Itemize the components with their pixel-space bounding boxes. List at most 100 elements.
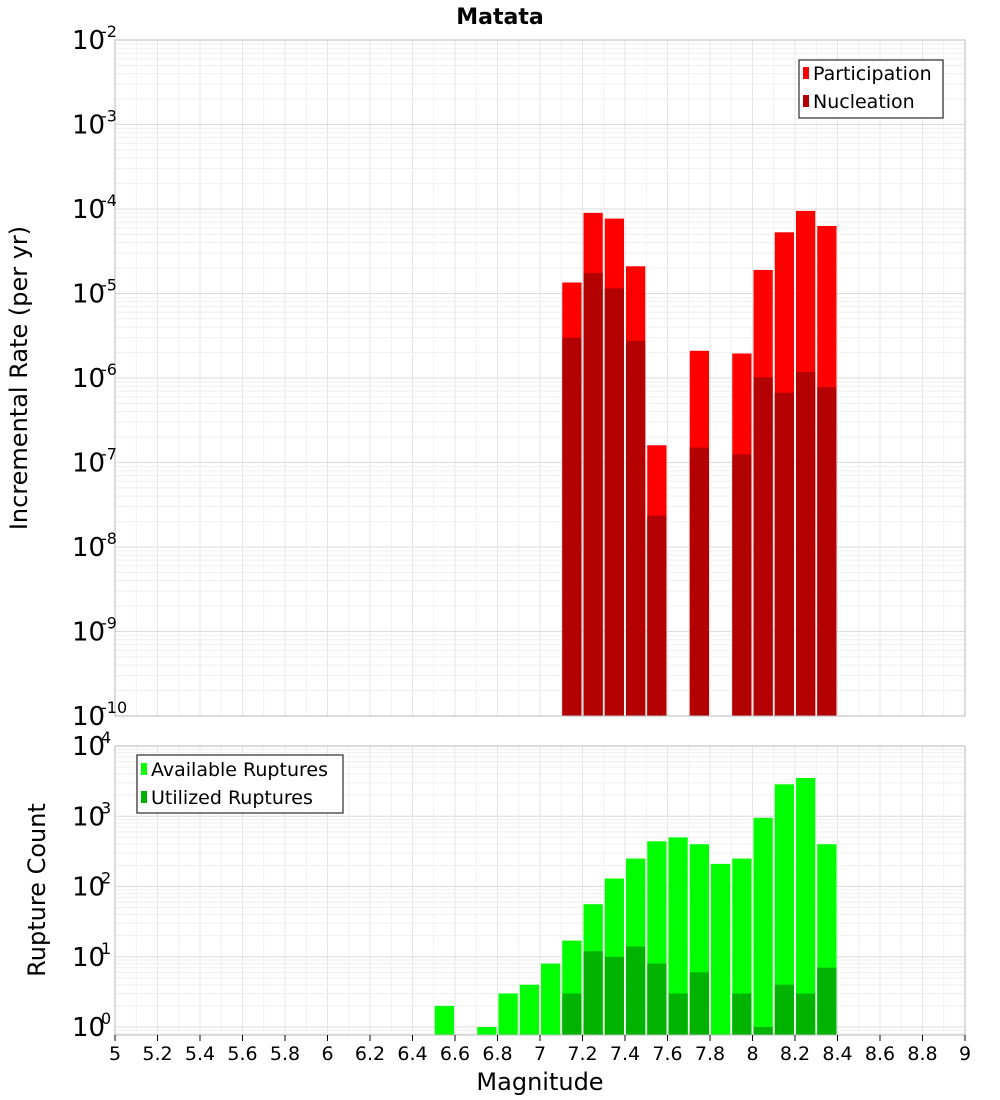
available-ruptures-bar (498, 993, 518, 1035)
y-tick-exponent: 4 (101, 728, 111, 747)
x-tick-label: 6.6 (440, 1043, 470, 1065)
x-tick-label: 8.4 (822, 1043, 852, 1065)
available-ruptures-bar (668, 837, 688, 1035)
y-tick-label: 10 (72, 533, 105, 563)
utilized-ruptures-bar (604, 956, 624, 1035)
utilized-ruptures-bar (796, 993, 816, 1035)
y-tick-exponent: 0 (101, 1009, 111, 1028)
x-tick-label: 7.4 (610, 1043, 640, 1065)
y-tick-exponent: -10 (101, 698, 127, 717)
y-tick-label: 10 (72, 195, 105, 225)
x-tick-label: 5.6 (227, 1043, 257, 1065)
count-bars (434, 778, 837, 1035)
x-tick-label: 8.6 (865, 1043, 895, 1065)
rate-bars (562, 210, 837, 716)
x-tick-label: 5 (109, 1043, 121, 1065)
y-tick-exponent: -7 (101, 445, 117, 464)
participation-legend-label: Participation (813, 63, 932, 85)
y-tick-label: 10 (72, 702, 105, 732)
y-tick-label: 10 (72, 1013, 105, 1043)
nucleation-legend-swatch (803, 95, 809, 107)
x-tick-label: 8.8 (907, 1043, 937, 1065)
available-ruptures-bar (796, 778, 816, 1035)
participation-legend-swatch (803, 67, 809, 79)
utilized-ruptures-bar (626, 946, 646, 1035)
y-tick-label: 10 (72, 364, 105, 394)
nucleation-bar (689, 447, 709, 716)
x-tick-label: 6 (321, 1043, 333, 1065)
y-tick-exponent: -8 (101, 529, 117, 548)
y-tick-label: 10 (72, 26, 105, 56)
nucleation-bar (732, 454, 752, 716)
utilized-ruptures-bar (774, 984, 794, 1035)
nucleation-bar (796, 371, 816, 716)
count-legend: Available Ruptures Utilized Ruptures (136, 754, 344, 814)
rate-y-axis-label: Incremental Rate (per yr) (5, 226, 33, 530)
x-axis-label: Magnitude (476, 1068, 603, 1096)
nucleation-bar (583, 272, 603, 716)
x-tick-label: 8.2 (780, 1043, 810, 1065)
utilized-ruptures-bar (668, 993, 688, 1035)
y-tick-exponent: -5 (101, 276, 117, 295)
rate-legend-box (798, 59, 944, 119)
y-tick-label: 10 (72, 449, 105, 479)
available-ruptures-bar (753, 817, 773, 1035)
x-tick-label: 7.6 (652, 1043, 682, 1065)
available-ruptures-bar (541, 963, 561, 1035)
y-tick-label: 10 (72, 873, 105, 903)
count-y-axis-label: Rupture Count (23, 803, 51, 977)
utilized-ruptures-bar (583, 951, 603, 1035)
x-tick-label: 7.8 (695, 1043, 725, 1065)
y-tick-label: 10 (72, 943, 105, 973)
x-tick-label: 6.2 (355, 1043, 385, 1065)
utilized-ruptures-bar (732, 993, 752, 1035)
nucleation-bar (626, 340, 646, 716)
available-legend-label: Available Ruptures (151, 759, 328, 781)
y-tick-exponent: 2 (101, 869, 111, 888)
nucleation-bar (817, 387, 837, 716)
y-tick-exponent: -6 (101, 360, 117, 379)
nucleation-bar (774, 392, 794, 716)
rate-plot-border (114, 39, 966, 717)
available-ruptures-bar (732, 858, 752, 1035)
utilized-ruptures-bar (647, 963, 667, 1035)
count-legend-box (136, 754, 344, 814)
y-tick-label: 10 (72, 618, 105, 648)
nucleation-bar (562, 337, 582, 716)
nucleation-bar (647, 515, 667, 716)
x-tick-label: 6.4 (397, 1043, 427, 1065)
nucleation-bar (604, 288, 624, 716)
x-tick-label: 5.4 (185, 1043, 215, 1065)
y-tick-exponent: 1 (101, 939, 111, 958)
y-tick-exponent: 3 (101, 798, 111, 817)
y-tick-label: 10 (72, 732, 105, 762)
count-x-ticks: 5 5.2 5.4 5.6 5.8 6 6.2 6.4 6.6 6.8 7 7.2 7.4 7.6 7.8 8… (109, 1035, 971, 1065)
available-ruptures-bar (711, 863, 731, 1035)
utilized-ruptures-bar (817, 967, 837, 1035)
y-tick-exponent: -9 (101, 614, 117, 633)
y-tick-exponent: -4 (101, 191, 117, 210)
utilized-ruptures-bar (753, 1027, 773, 1035)
x-tick-label: 8 (746, 1043, 758, 1065)
y-tick-label: 10 (72, 802, 105, 832)
available-legend-swatch (141, 763, 147, 775)
x-tick-label: 6.8 (482, 1043, 512, 1065)
x-tick-label: 5.8 (270, 1043, 300, 1065)
nucleation-legend-label: Nucleation (813, 91, 915, 113)
available-ruptures-bar (434, 1005, 454, 1035)
rate-grid (114, 39, 966, 717)
y-tick-label: 10 (72, 111, 105, 141)
rate-legend: Participation Nucleation (798, 59, 944, 119)
x-tick-label: 5.2 (142, 1043, 172, 1065)
available-ruptures-bar (774, 784, 794, 1035)
x-tick-label: 9 (959, 1043, 971, 1065)
x-tick-label: 7.2 (567, 1043, 597, 1065)
utilized-legend-label: Utilized Ruptures (151, 787, 313, 809)
y-tick-exponent: -2 (101, 22, 117, 41)
nucleation-bar (753, 377, 773, 716)
